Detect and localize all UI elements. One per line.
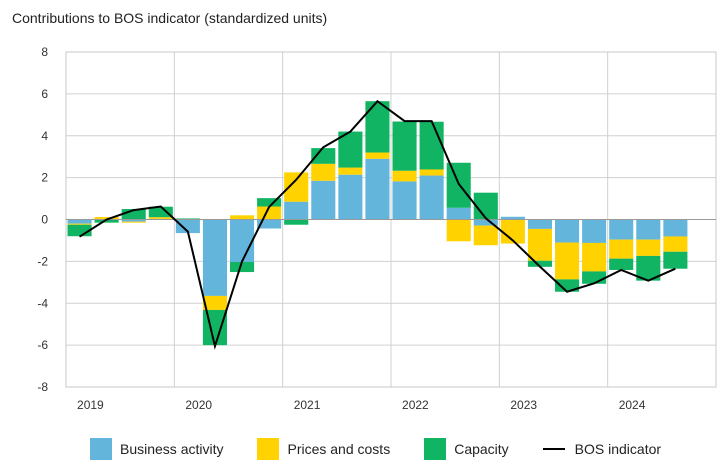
- x-tick-label: 2021: [294, 398, 321, 412]
- x-tick-label: 2022: [402, 398, 429, 412]
- bar-capacity: [365, 101, 390, 153]
- bar-prices-and-costs: [609, 239, 634, 259]
- bar-business-activity: [582, 219, 607, 243]
- bar-prices-and-costs: [338, 167, 363, 175]
- bar-prices-and-costs: [94, 216, 119, 220]
- legend-label: Business activity: [120, 441, 224, 457]
- legend-item-prices-and-costs: Prices and costs: [257, 438, 390, 460]
- bar-business-activity: [121, 219, 146, 222]
- bar-prices-and-costs: [365, 152, 390, 159]
- x-tick-label: 2020: [185, 398, 212, 412]
- bar-capacity: [230, 262, 255, 273]
- bar-capacity: [284, 219, 309, 225]
- bar-business-activity: [392, 181, 417, 220]
- bar-prices-and-costs: [202, 295, 227, 310]
- bar-business-activity: [609, 219, 634, 240]
- bar-prices-and-costs: [121, 221, 146, 223]
- y-tick-label: 4: [41, 129, 48, 143]
- y-tick-label: 2: [41, 171, 48, 185]
- legend-label: BOS indicator: [574, 441, 662, 457]
- line-bos-indicator: [79, 99, 676, 350]
- bar-capacity: [148, 206, 173, 218]
- bar-business-activity: [500, 216, 525, 220]
- y-tick-label: 0: [41, 213, 48, 227]
- bar-prices-and-costs: [636, 239, 661, 256]
- x-tick-label: 2023: [510, 398, 537, 412]
- y-tick-label: -2: [37, 254, 48, 268]
- bar-business-activity: [338, 174, 363, 220]
- bar-business-activity: [175, 219, 200, 234]
- bar-business-activity: [202, 219, 227, 296]
- bar-business-activity: [419, 175, 444, 220]
- bar-capacity: [94, 219, 119, 223]
- bar-capacity: [392, 121, 417, 171]
- bar-prices-and-costs: [230, 215, 255, 220]
- bar-prices-and-costs: [663, 236, 688, 252]
- bar-prices-and-costs: [419, 169, 444, 176]
- bar-prices-and-costs: [582, 242, 607, 272]
- bar-business-activity: [555, 219, 580, 243]
- bar-prices-and-costs: [555, 242, 580, 280]
- bar-capacity: [555, 279, 580, 292]
- bar-prices-and-costs: [67, 223, 92, 225]
- bar-business-activity: [284, 201, 309, 220]
- bar-capacity: [473, 192, 498, 220]
- bar-prices-and-costs: [527, 228, 552, 261]
- legend-line-bos-indicator: [542, 448, 565, 450]
- bar-business-activity: [636, 219, 661, 240]
- bar-capacity: [419, 121, 444, 170]
- x-tick-label: 2024: [619, 398, 646, 412]
- bar-capacity: [663, 251, 688, 269]
- legend-swatch-business-activity: [90, 438, 112, 460]
- y-tick-label: 8: [41, 45, 48, 59]
- bar-capacity: [257, 198, 282, 207]
- bar-capacity: [338, 131, 363, 168]
- bar-capacity: [202, 309, 227, 346]
- bar-business-activity: [446, 207, 471, 220]
- legend-label: Capacity: [454, 441, 509, 457]
- bar-capacity: [582, 271, 607, 284]
- bar-capacity: [527, 260, 552, 267]
- bar-business-activity: [257, 219, 282, 229]
- bar-business-activity: [365, 158, 390, 220]
- bar-prices-and-costs: [392, 170, 417, 182]
- bar-prices-and-costs: [446, 219, 471, 242]
- bar-business-activity: [527, 219, 552, 229]
- legend: Business activity Prices and costs Capac…: [90, 438, 695, 460]
- bar-business-activity: [473, 219, 498, 226]
- bar-prices-and-costs: [148, 217, 173, 219]
- bar-capacity: [121, 209, 146, 220]
- bar-business-activity: [311, 180, 336, 220]
- y-tick-label: 6: [41, 87, 48, 101]
- legend-item-business-activity: Business activity: [90, 438, 223, 460]
- bar-business-activity: [67, 219, 92, 224]
- x-tick-label: 2019: [77, 398, 104, 412]
- y-tick-label: -8: [37, 380, 48, 394]
- legend-item-capacity: Capacity: [424, 438, 509, 460]
- bar-capacity: [609, 258, 634, 270]
- bar-business-activity: [230, 219, 255, 263]
- legend-swatch-prices-and-costs: [257, 438, 280, 460]
- bar-prices-and-costs: [257, 206, 282, 220]
- bar-business-activity: [663, 219, 688, 237]
- bar-prices-and-costs: [311, 163, 336, 181]
- legend-item-bos-indicator: BOS indicator: [542, 441, 662, 457]
- legend-label: Prices and costs: [287, 441, 391, 457]
- chart-title: Contributions to BOS indicator (standard…: [12, 10, 328, 26]
- legend-swatch-capacity: [424, 438, 447, 460]
- bar-capacity: [311, 148, 336, 164]
- y-tick-label: -4: [37, 296, 48, 310]
- y-tick-label: -6: [37, 338, 48, 352]
- bar-capacity: [175, 218, 200, 220]
- bar-capacity: [67, 224, 92, 237]
- bar-prices-and-costs: [473, 225, 498, 246]
